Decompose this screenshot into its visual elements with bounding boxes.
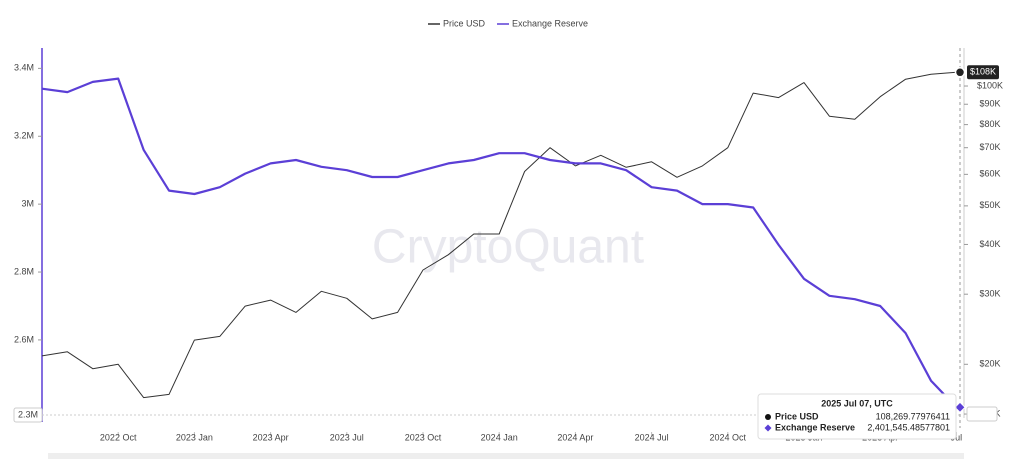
x-tick-label: Jul bbox=[951, 432, 963, 442]
x-tick-label: 2024 Jan bbox=[481, 432, 518, 442]
x-tick-label: 2022 Oct bbox=[100, 432, 137, 442]
price-dot bbox=[954, 67, 966, 78]
x-tick-label: 2023 Jul bbox=[330, 432, 364, 442]
series-line bbox=[41, 71, 957, 399]
y2-tick-label: $20K bbox=[979, 359, 1000, 369]
x-tick-label: 2024 Apr bbox=[557, 432, 593, 442]
tooltip-value: 2,401,545.48577801 bbox=[867, 422, 950, 432]
y2-tick-label: $40K bbox=[979, 239, 1000, 249]
y-tick-label: 2.8M bbox=[14, 266, 34, 276]
legend-label: Exchange Reserve bbox=[512, 18, 588, 28]
reserve-tag-label: 2.3M bbox=[18, 409, 38, 419]
y2-tick-label: $60K bbox=[979, 169, 1000, 179]
x-tick-label: 2023 Apr bbox=[253, 432, 289, 442]
y2-tick-label: $30K bbox=[979, 289, 1000, 299]
x-tick-label: 2024 Oct bbox=[710, 432, 747, 442]
price-tag bbox=[967, 65, 999, 80]
tooltip-label: Price USD bbox=[775, 411, 819, 421]
y2-tick-label: $90K bbox=[979, 99, 1000, 109]
x-tick-label: 2023 Jan bbox=[176, 432, 213, 442]
y2-tick-label: $50K bbox=[979, 200, 1000, 210]
x-tick-label: 2023 Oct bbox=[405, 432, 442, 442]
tooltip-marker bbox=[765, 414, 771, 420]
series-line bbox=[41, 77, 958, 409]
y-tick-label: 3M bbox=[21, 199, 34, 209]
tooltip-date: 2025 Jul 07, UTC bbox=[821, 398, 893, 408]
y-tick-label: 2.6M bbox=[14, 334, 34, 344]
scrollbar[interactable] bbox=[48, 453, 964, 459]
x-tick-label: 2024 Jul bbox=[635, 432, 669, 442]
price-tag-label: $108K bbox=[970, 67, 996, 77]
y2-tick-label: $70K bbox=[979, 142, 1000, 152]
tooltip-box bbox=[757, 393, 957, 440]
y-tick-label: 3.4M bbox=[14, 63, 34, 73]
legend-label: Price USD bbox=[443, 18, 486, 28]
reserve-tag bbox=[13, 407, 43, 423]
y-tick-label: 3.2M bbox=[14, 131, 34, 141]
y2-tick-label: $80K bbox=[979, 119, 1000, 129]
watermark: CryptoQuant bbox=[372, 221, 644, 274]
reserve-dot bbox=[954, 401, 966, 413]
tooltip-marker bbox=[764, 424, 772, 432]
price-low-tag bbox=[966, 406, 998, 422]
tooltip-value: 108,269.77976411 bbox=[876, 411, 950, 421]
y2-tick-label: $100K bbox=[977, 80, 1003, 90]
tooltip-label: Exchange Reserve bbox=[775, 422, 855, 432]
